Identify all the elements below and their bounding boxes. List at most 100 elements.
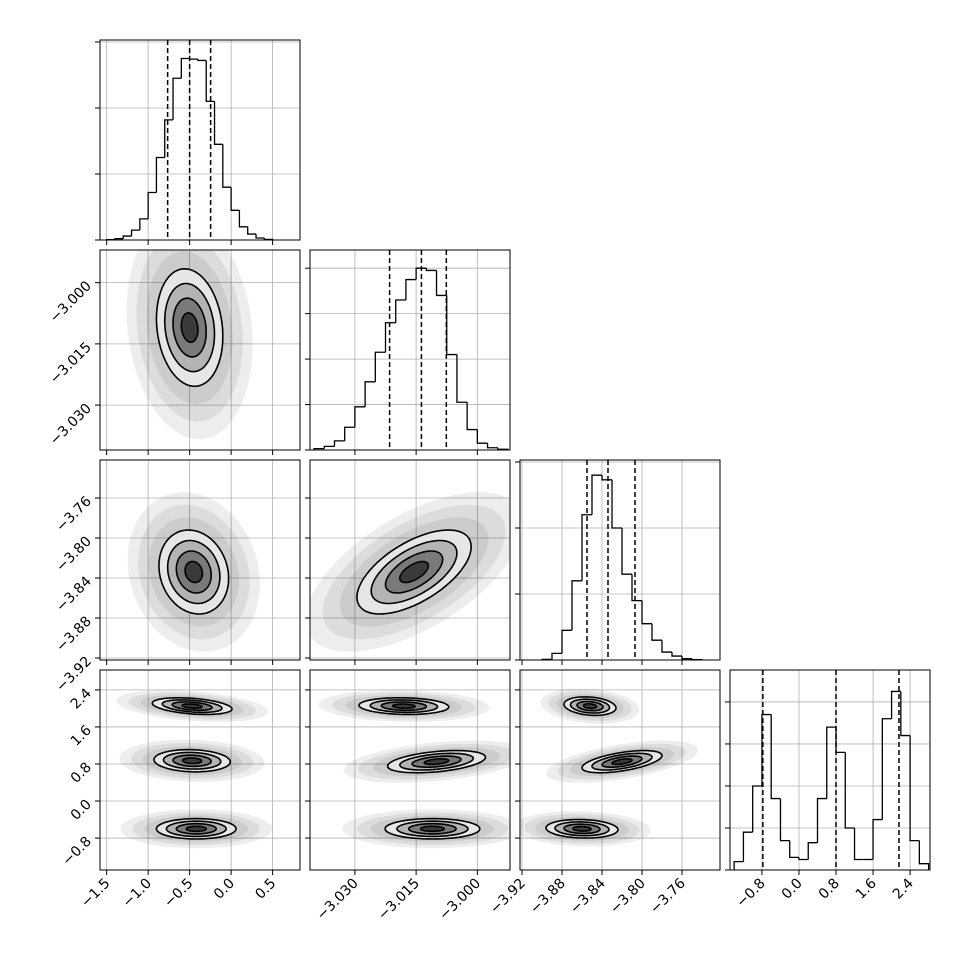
x-tick-label: 2.4 <box>890 875 917 902</box>
density-contour <box>184 560 204 584</box>
x-tick-label: 0.0 <box>779 876 806 903</box>
histogram-bin <box>807 842 818 860</box>
x-tick-label: 0.8 <box>816 876 843 903</box>
histogram-bin <box>197 59 207 62</box>
histogram-bin <box>114 238 124 240</box>
histogram-bin <box>446 295 457 356</box>
x-tick-label: −1.5 <box>78 876 113 911</box>
x-tick-label: −3.88 <box>527 876 569 918</box>
y-tick-label: −3.92 <box>53 654 95 696</box>
panel-frame <box>99 39 301 241</box>
histogram-bin <box>881 718 892 820</box>
y-tick-label: −3.030 <box>47 401 95 449</box>
density-contour <box>181 703 203 709</box>
x-tick-label: −3.030 <box>314 876 362 924</box>
density-contour <box>391 703 416 709</box>
histogram-bin <box>835 727 846 754</box>
y-tick-label: −3.015 <box>47 339 95 387</box>
panel-frame <box>309 249 511 451</box>
histogram-bin <box>900 691 911 737</box>
histogram-bin <box>333 440 345 447</box>
y-tick-label: −0.8 <box>59 834 94 869</box>
histogram-bin <box>238 210 248 228</box>
histogram-bin <box>601 475 612 481</box>
histogram-bin <box>826 726 837 799</box>
histogram-bin <box>761 713 772 786</box>
histogram-bin <box>789 840 799 859</box>
histogram-bin <box>770 714 781 800</box>
y-tick-label: −3.000 <box>47 278 95 326</box>
histogram-bin <box>611 479 622 529</box>
histogram-bin <box>456 354 468 403</box>
histogram-bin <box>752 785 762 833</box>
density-contour <box>181 757 203 765</box>
density-group <box>310 492 510 652</box>
panel-frame <box>309 459 511 661</box>
histogram-bin <box>641 600 652 625</box>
density-contour <box>582 703 598 710</box>
y-tick-label: 0.0 <box>68 797 95 824</box>
x-tick-label: 0.0 <box>211 876 238 903</box>
panel-frame <box>729 669 931 871</box>
x-tick-label: −3.76 <box>647 875 689 917</box>
histogram-bin <box>918 840 930 870</box>
density-group <box>126 250 253 440</box>
histogram-bin <box>681 656 692 660</box>
histogram-bin <box>844 752 855 829</box>
histogram-bin <box>591 474 602 515</box>
x-tick-label: −3.80 <box>607 876 649 918</box>
histogram-bin <box>415 267 427 280</box>
density-group <box>520 688 698 847</box>
histogram-bin <box>661 640 672 653</box>
x-tick-label: −0.8 <box>733 876 768 911</box>
histogram-bin <box>476 429 488 444</box>
y-tick-label: 0.8 <box>68 759 95 786</box>
histogram-bin <box>255 234 265 239</box>
histogram-bin <box>486 443 498 449</box>
panel-frame <box>519 459 721 661</box>
histogram-bin <box>561 629 572 654</box>
y-tick-label: −3.80 <box>53 534 95 576</box>
panel-frame <box>99 669 301 871</box>
histogram-bin <box>247 226 257 235</box>
histogram-bin <box>164 119 174 158</box>
x-tick-label: −3.84 <box>567 875 609 917</box>
density-group <box>127 492 260 652</box>
histogram-bin <box>384 322 396 353</box>
histogram-bin <box>188 58 198 60</box>
x-tick-label: −3.000 <box>436 876 484 924</box>
histogram-bin <box>364 381 376 407</box>
x-tick-label: 1.6 <box>853 875 880 902</box>
panel-frame <box>519 669 721 871</box>
histogram-bin <box>651 623 662 641</box>
density-contour <box>419 825 446 833</box>
histogram-bin <box>621 527 632 575</box>
x-tick-label: −0.5 <box>161 876 196 911</box>
histogram-bin <box>671 652 682 657</box>
histogram-bin <box>551 652 562 660</box>
histogram-bin <box>435 270 447 297</box>
y-tick-label: 2.4 <box>68 685 95 712</box>
y-tick-label: −3.76 <box>53 493 95 535</box>
panel-frame <box>99 249 301 451</box>
histogram-bin <box>323 445 335 449</box>
histogram-bin <box>581 514 592 581</box>
histogram-bin <box>631 574 642 602</box>
histogram-bin <box>344 426 355 441</box>
panel-frame <box>99 459 301 661</box>
histogram-bin <box>466 402 478 431</box>
histogram-bin <box>139 218 149 231</box>
y-tick-label: −3.84 <box>53 573 95 615</box>
histogram-bin <box>205 60 215 103</box>
histogram-bin <box>354 406 366 428</box>
x-tick-label: 0.5 <box>252 876 279 903</box>
density-contour <box>398 560 430 584</box>
histogram-bin <box>155 156 165 193</box>
histogram-bin <box>890 690 901 719</box>
histogram-bin <box>395 299 406 323</box>
y-tick-label: −3.88 <box>53 614 95 656</box>
x-tick-label: −3.015 <box>375 876 423 924</box>
x-tick-label: −1.0 <box>120 876 155 911</box>
histogram-bin <box>130 229 140 237</box>
